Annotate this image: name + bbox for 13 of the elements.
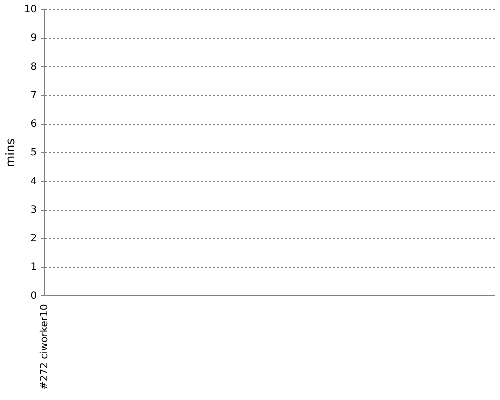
y-tick-label: 4 — [30, 176, 38, 188]
y-tick-label: 5 — [30, 148, 38, 159]
y-axis-title: mins — [3, 138, 18, 168]
y-tick-label: 6 — [30, 119, 38, 130]
y-tick-label: 0 — [30, 290, 38, 302]
y-tick-label: 10 — [24, 4, 38, 16]
y-tick-label: 2 — [30, 234, 38, 245]
y-tick-label: 7 — [30, 90, 38, 102]
y-tick-label: 1 — [30, 262, 38, 274]
y-tick-label: 8 — [30, 62, 38, 73]
x-tick-label: #272 ciworker10 — [40, 304, 51, 390]
y-tick-label: 9 — [30, 33, 38, 44]
y-tick-label: 3 — [30, 204, 38, 216]
